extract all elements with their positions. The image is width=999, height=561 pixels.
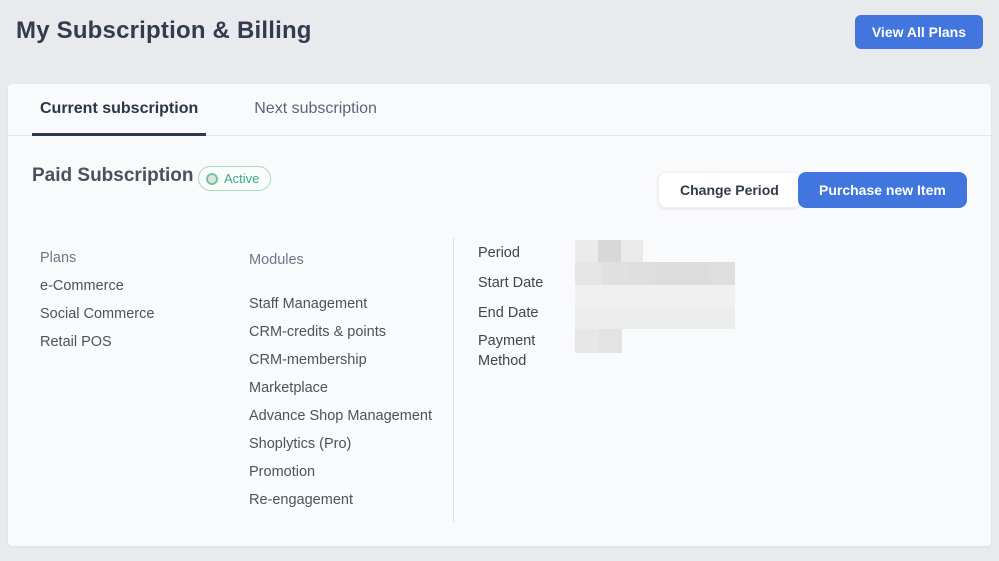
detail-label-payment-method: Payment Method [478,333,536,369]
status-badge-label: Active [224,171,260,186]
column-divider [453,238,454,522]
list-item: Retail POS [40,334,112,350]
tab-current-subscription[interactable]: Current subscription [32,84,207,136]
subscription-tabbar: Current subscription Next subscription [8,84,991,136]
purchase-new-item-button[interactable]: Purchase new Item [798,172,967,208]
paid-subscription-title: Paid Subscription [32,165,194,186]
status-dot-icon [206,172,218,185]
plans-header: Plans [40,250,77,266]
list-item: Advance Shop Management [249,408,432,424]
modules-list: Modules Staff Management CRM-credits & p… [249,246,459,514]
status-badge: Active [198,166,272,191]
change-period-button[interactable]: Change Period [658,172,801,208]
list-item: CRM-membership [249,352,367,368]
page-header: My Subscription & Billing View All Plans [0,0,999,70]
list-item: Staff Management [249,296,368,312]
list-item: e-Commerce [40,278,124,294]
detail-label-start-date: Start Date [478,275,544,291]
list-item: Shoplytics (Pro) [249,436,352,452]
modules-header: Modules [249,252,304,268]
list-item: CRM-credits & points [249,324,386,340]
redacted-value-period [575,240,643,262]
redacted-value-start-end-date [575,262,735,329]
detail-label-end-date: End Date [478,305,539,321]
view-all-plans-button[interactable]: View All Plans [854,15,983,49]
page-title: My Subscription & Billing [16,17,312,44]
list-item: Re-engagement [249,492,353,508]
detail-label-period: Period [478,245,520,261]
redacted-value-payment-method [575,329,622,353]
list-item: Marketplace [249,380,328,396]
list-item: Promotion [249,464,316,480]
subscription-card: Current subscription Next subscription P… [8,84,991,546]
plans-list: Plans e-Commerce Social Commerce Retail … [40,244,240,356]
tab-next-subscription[interactable]: Next subscription [254,99,377,117]
list-item: Social Commerce [40,306,155,322]
